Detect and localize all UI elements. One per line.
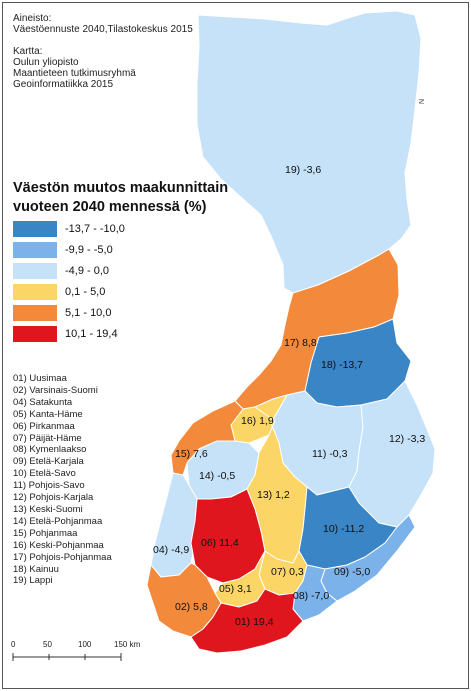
scale-bar	[12, 653, 122, 661]
region-list-item: 13) Keski-Suomi	[13, 503, 83, 515]
legend-swatch	[13, 242, 57, 258]
region-list-item: 12) Pohjois-Karjala	[13, 492, 94, 504]
data-source-value: Väestöennuste 2040,Tilastokeskus 2015	[13, 24, 193, 35]
label-region-06: 06) 11,4	[201, 537, 239, 549]
region-list-item: 14) Etelä-Pohjanmaa	[13, 515, 103, 527]
region-list-item: 11) Pohjois-Savo	[13, 480, 85, 492]
legend-item: -9,9 - -5,0	[13, 240, 125, 260]
label-region-07: 07) 0,3	[271, 566, 304, 578]
label-region-05: 05) 3,1	[219, 583, 252, 595]
region-list-item: 06) Pirkanmaa	[13, 420, 75, 432]
legend-label: 0,1 - 5,0	[65, 286, 106, 298]
region-list-item: 19) Lappi	[13, 575, 53, 587]
label-region-18: 18) -13,7	[321, 359, 364, 371]
region-list-item: 18) Kainuu	[13, 563, 59, 575]
region-list-item: 01) Uusimaa	[13, 373, 67, 384]
label-region-04: 04) -4,9	[153, 544, 190, 556]
region-01-uusimaa	[190, 588, 304, 654]
region-list-item: 04) Satakunta	[13, 396, 73, 408]
region-list-item: 16) Keski-Pohjanmaa	[13, 539, 104, 551]
legend-swatch	[13, 263, 57, 279]
finland-map	[12, 10, 436, 661]
region-list-item: 15) Pohjanmaa	[13, 527, 78, 539]
scale-tick-label: 150 km	[114, 640, 141, 649]
region-list-item: 08) Kymenlaakso	[13, 444, 87, 456]
data-source-label: Aineisto:	[13, 13, 52, 24]
label-region-17: 17) 8,8	[284, 337, 317, 349]
label-region-10: 10) -11,2	[323, 523, 365, 535]
legend-title-line: Väestön muutos maakunnittain	[13, 180, 229, 196]
scale-tick-label: 100	[78, 640, 92, 649]
legend-swatch	[13, 326, 57, 342]
legend-item: -13,7 - -10,0	[13, 219, 125, 239]
legend-item: 5,1 - 10,0	[13, 303, 125, 323]
region-list-item: 02) Varsinais-Suomi	[13, 384, 98, 396]
scale-tick-label: 0	[11, 640, 16, 649]
region-list-item: 10) Etelä-Savo	[13, 468, 76, 480]
legend-label: -13,7 - -10,0	[65, 223, 125, 235]
label-region-08: 08) -7,0	[293, 590, 330, 602]
legend-title: Väestön muutos maakunnittain vuoteen 204…	[13, 179, 228, 217]
legend-swatch	[13, 284, 57, 300]
region-list-item: 05) Kanta-Häme	[13, 408, 83, 420]
legend-label: 5,1 - 10,0	[65, 307, 112, 319]
label-region-09: 09) -5,0	[334, 566, 371, 578]
legend-swatch	[13, 221, 57, 237]
legend-label: -9,9 - -5,0	[65, 244, 113, 256]
map-author-label: Kartta:	[13, 46, 43, 57]
region-list-item: 07) Päijät-Häme	[13, 432, 82, 444]
north-arrow-icon: N	[419, 98, 427, 105]
legend-swatch	[13, 305, 57, 321]
legend-label: -4,9 - 0,0	[65, 265, 110, 277]
label-region-02: 02) 5,8	[175, 601, 208, 613]
region-15-pohjanmaa	[170, 400, 244, 476]
label-region-14: 14) -0,5	[199, 470, 236, 482]
legend: -13,7 - -10,0 -9,9 - -5,0 -4,9 - 0,0 0,1 - …	[13, 219, 125, 345]
legend-item: 10,1 - 19,4	[13, 324, 125, 344]
legend-label: 10,1 - 19,4	[65, 328, 118, 340]
map-author-line: Geoinformatiikka 2015	[13, 79, 114, 90]
label-region-16: 16) 1,9	[241, 415, 274, 427]
region-19-lappi	[196, 10, 422, 294]
scale-tick-label: 50	[43, 640, 52, 649]
label-region-12: 12) -3,3	[389, 433, 426, 445]
region-list-item: 17) Pohjois-Pohjanmaa	[13, 551, 112, 563]
label-region-15: 15) 7,6	[175, 448, 208, 460]
map-author-line: Maantieteen tutkimusryhmä	[13, 68, 136, 79]
region-list: 01) Uusimaa 02) Varsinais-Suomi 04) Sata…	[13, 373, 112, 587]
source-info: Aineisto: Väestöennuste 2040,Tilastokesk…	[13, 13, 193, 90]
label-region-01: 01) 19,4	[235, 616, 274, 628]
label-region-19: 19) -3,6	[285, 164, 322, 176]
legend-title-line: vuoteen 2040 mennessä (%)	[13, 199, 207, 215]
label-region-13: 13) 1,2	[257, 489, 290, 501]
legend-item: 0,1 - 5,0	[13, 282, 125, 302]
label-region-11: 11) -0,3	[312, 448, 348, 460]
legend-item: -4,9 - 0,0	[13, 261, 125, 281]
region-list-item: 09) Etelä-Karjala	[13, 456, 84, 468]
map-author-line: Oulun yliopisto	[13, 57, 79, 68]
